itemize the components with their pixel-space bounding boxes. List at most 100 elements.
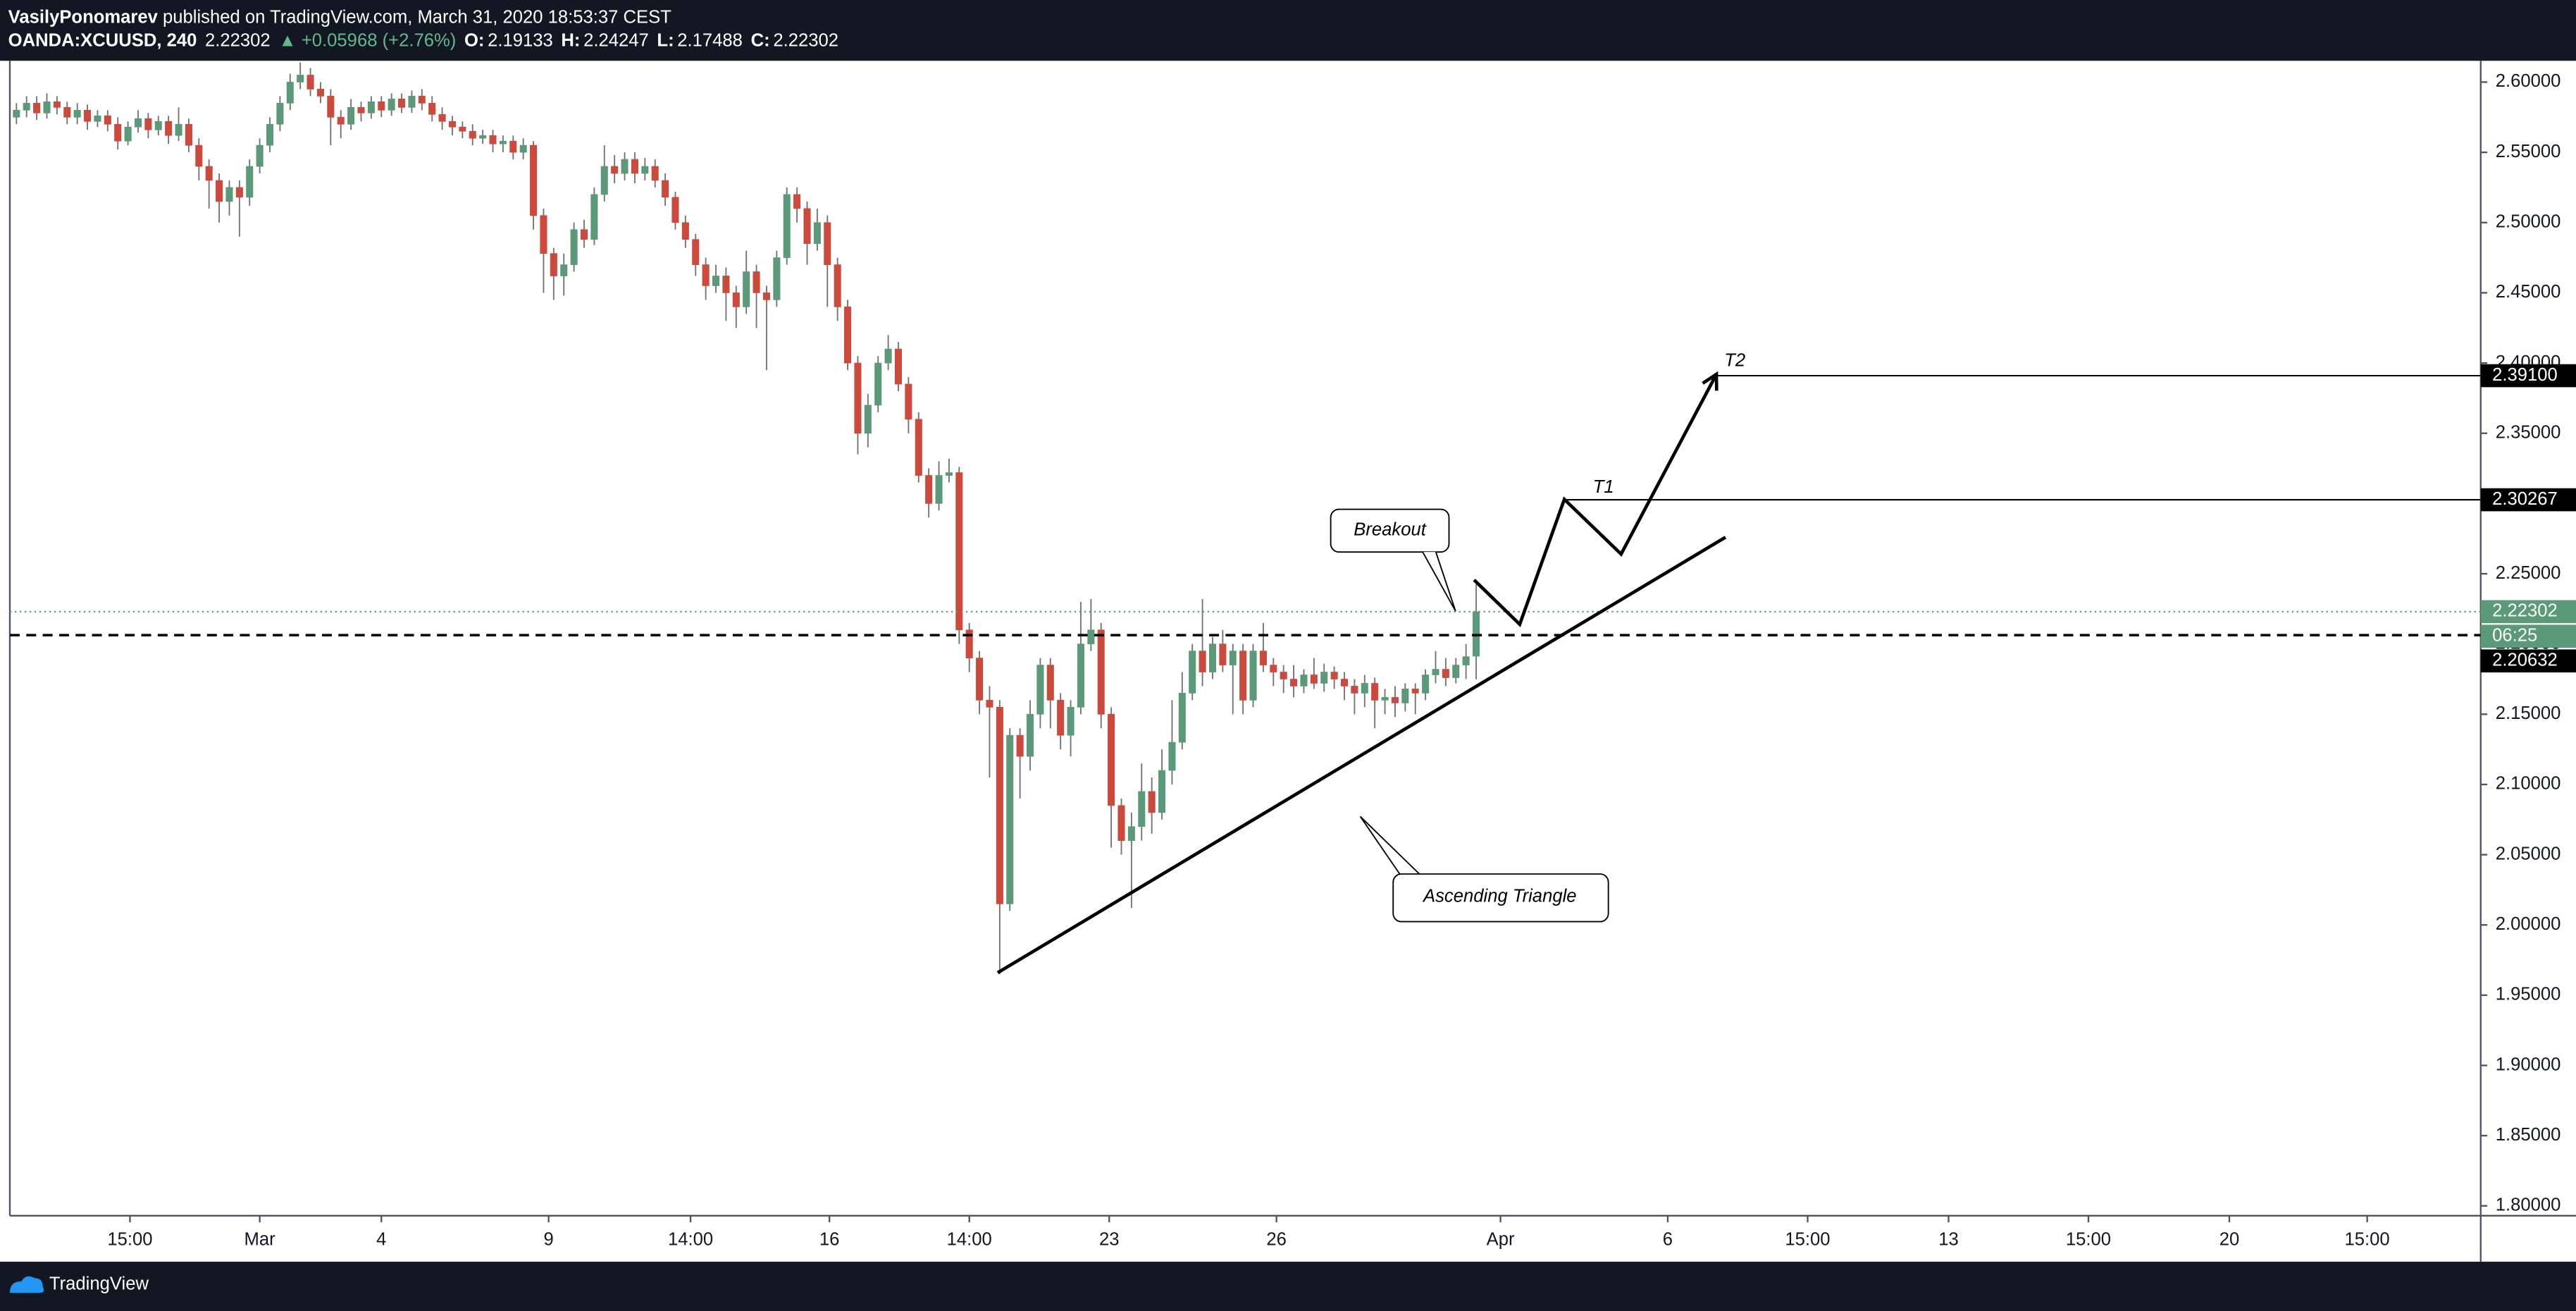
candle-body xyxy=(235,187,243,198)
candle-body xyxy=(337,116,345,125)
candle-body xyxy=(1259,651,1267,665)
candle-body xyxy=(1046,665,1054,701)
candle-body xyxy=(357,106,365,113)
candle-body xyxy=(580,229,588,240)
price-label: 2.30267 xyxy=(2492,489,2558,509)
candle-body xyxy=(154,121,162,130)
candle-body xyxy=(1127,826,1135,842)
header-bar xyxy=(0,0,2576,61)
candle-body xyxy=(1361,683,1368,694)
candle-body xyxy=(1219,644,1227,665)
candle-body xyxy=(955,472,963,631)
brand: TradingView xyxy=(49,1274,149,1293)
countdown-box xyxy=(2480,624,2576,648)
candle-body xyxy=(216,180,223,202)
x-tick-label: 15:00 xyxy=(2345,1230,2390,1250)
ohlc-label: H: xyxy=(561,30,580,50)
candle-body xyxy=(1097,629,1105,715)
candle-body xyxy=(732,293,740,307)
candle-body xyxy=(662,180,669,198)
candle-body xyxy=(448,121,456,128)
candle-body xyxy=(246,166,254,198)
candle-body xyxy=(1249,651,1257,701)
candle-body xyxy=(884,348,892,364)
candle-body xyxy=(1168,741,1176,771)
candle-body xyxy=(1351,686,1358,694)
ohlc-label: L: xyxy=(657,30,674,50)
candle-body xyxy=(33,103,41,113)
y-tick-label: 2.35000 xyxy=(2496,422,2561,442)
candle-body xyxy=(590,194,598,240)
ohlc-label: C: xyxy=(751,30,770,50)
candle-body xyxy=(996,707,1003,904)
candle-body xyxy=(297,75,304,82)
candle-body xyxy=(925,475,933,504)
low-value: 2.17488 xyxy=(677,30,743,50)
x-tick-label: 4 xyxy=(376,1230,386,1250)
candle-body xyxy=(905,383,912,420)
candle-body xyxy=(976,658,984,701)
candle-body xyxy=(874,362,882,406)
candle-body xyxy=(762,293,770,300)
candle-body xyxy=(114,123,122,142)
x-tick-label: 13 xyxy=(1938,1230,1959,1250)
y-tick-label: 1.95000 xyxy=(2496,985,2561,1004)
callout-tail xyxy=(1422,551,1456,612)
candle-body xyxy=(681,222,689,240)
y-tick-label: 2.05000 xyxy=(2496,844,2561,863)
candle-body xyxy=(1280,672,1287,679)
price-label-box xyxy=(2480,364,2576,388)
candle-body xyxy=(712,276,720,286)
candle-body xyxy=(1300,675,1308,687)
candle-body xyxy=(347,106,355,125)
candle-body xyxy=(398,99,406,108)
candle-body xyxy=(753,271,760,293)
candle-body xyxy=(276,103,284,125)
candle-body xyxy=(13,109,20,118)
symbol: OANDA:XCUUSD, 240 xyxy=(8,30,197,50)
trendline xyxy=(996,536,1727,975)
candle-body xyxy=(935,475,943,504)
candle-body xyxy=(530,144,538,216)
candle-body xyxy=(540,215,547,254)
candle-body xyxy=(418,96,426,104)
candle-body xyxy=(367,101,375,113)
y-tick-label: 2.25000 xyxy=(2496,563,2561,583)
candle-body xyxy=(316,89,324,97)
published: published on TradingView.com, March 31, … xyxy=(158,7,671,27)
candle-body xyxy=(438,113,446,122)
x-tick-label: Apr xyxy=(1487,1230,1515,1250)
header-line: VasilyPonomarev published on TradingView… xyxy=(8,7,672,27)
candle-body xyxy=(986,700,993,708)
y-tick-label: 2.15000 xyxy=(2496,703,2561,723)
candle-body xyxy=(509,140,517,153)
candle-body xyxy=(43,101,51,113)
footer-bar xyxy=(0,1262,2576,1311)
candle-body xyxy=(1391,697,1399,703)
high-value: 2.24247 xyxy=(583,30,649,50)
x-tick-label: 15:00 xyxy=(1785,1230,1830,1250)
close-value: 2.22302 xyxy=(773,30,838,50)
price-label: 2.20632 xyxy=(2492,650,2558,670)
candle-body xyxy=(144,118,152,130)
candle-body xyxy=(854,362,862,434)
y-tick-label: 1.90000 xyxy=(2496,1054,2561,1074)
candle-body xyxy=(651,166,659,181)
candle-body xyxy=(783,194,791,258)
candle-body xyxy=(864,405,872,434)
y-tick-label: 2.45000 xyxy=(2496,282,2561,302)
x-tick-label: 14:00 xyxy=(947,1230,992,1250)
candle-body xyxy=(773,257,781,300)
candle-body xyxy=(327,96,335,118)
x-tick-label: Mar xyxy=(244,1230,276,1250)
candle-body xyxy=(1229,651,1237,665)
x-tick-label: 15:00 xyxy=(107,1230,152,1250)
author: VasilyPonomarev xyxy=(8,7,159,27)
candle-body xyxy=(1452,665,1460,678)
candle-body xyxy=(1148,791,1156,813)
candle-body xyxy=(1178,693,1186,743)
candle-body xyxy=(1422,675,1430,694)
candle-body xyxy=(793,194,801,209)
candle-body xyxy=(1199,651,1206,672)
